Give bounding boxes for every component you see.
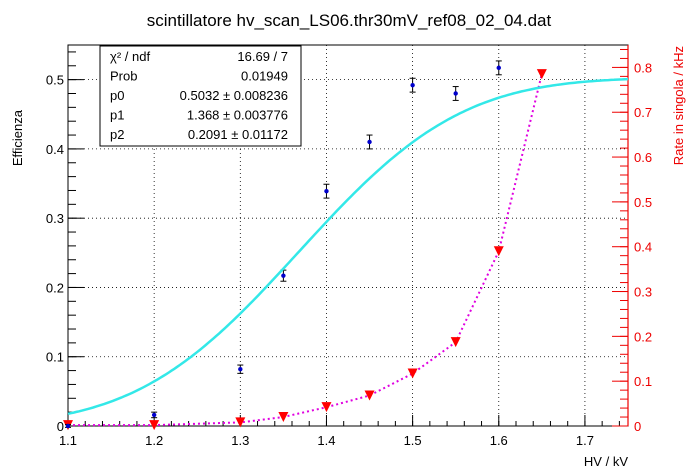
rate-point [450,337,461,348]
rate-point [149,420,160,431]
y2-tick-label: 0.2 [634,329,652,344]
series-rate [63,69,547,431]
y-axis-label: Efficienza [10,109,25,166]
y2-tick-label: 0.8 [634,60,652,75]
efficiency-point [281,273,286,278]
x-tick-label: 1.7 [576,433,594,448]
x-tick-label: 1.2 [145,433,163,448]
efficiency-point [238,366,243,372]
y-tick-label: 0.3 [46,211,64,226]
stats-box: χ² / ndf 16.69 / 7 Prob 0.01949 p0 0.5032 ± 0… [99,45,302,147]
chart-title: scintillatore hv_scan_LS06.thr30mV_ref08… [147,11,552,30]
stats-value: 0.5032 ± 0.008236 [180,88,288,103]
y-tick-label: 0.2 [46,280,64,295]
y2-tick-label: 0.4 [634,240,652,255]
y-tick-label: 0.1 [46,350,64,365]
rate-point [235,417,246,428]
x-axis-label: HV / kV [584,454,628,469]
rate-point [278,412,289,423]
stats-value: 16.69 / 7 [237,49,288,64]
stats-label: χ² / ndf [110,49,150,64]
series-efficiency [65,60,502,429]
y2-tick-label: 0.1 [634,374,652,389]
stats-value: 1.368 ± 0.003776 [187,108,288,123]
y-axis: 0 0.1 0.2 0.3 0.4 0.5 [46,51,84,434]
rate-point [321,402,332,413]
y2-tick-label: 0.6 [634,150,652,165]
grid [68,45,628,426]
x-tick-label: 1.3 [231,433,249,448]
stats-box-frame [99,45,302,147]
y2-tick-label: 0.7 [634,105,652,120]
stats-label: p2 [110,127,124,142]
efficiency-point [324,188,329,194]
rate-point [364,390,375,401]
efficiency-point [65,423,71,429]
x-tick-label: 1.1 [59,433,77,448]
stats-value: 0.2091 ± 0.01172 [188,127,288,142]
stats-label: Prob [110,69,137,84]
efficiency-point [410,82,415,88]
x-tick-label: 1.4 [317,433,335,448]
fit-curve [67,77,629,416]
rate-point [493,246,504,257]
y-tick-label: 0 [57,419,64,434]
rate-point [407,368,418,379]
y2-axis-label: Rate in singola / kHz [671,46,686,165]
x-axis: 1.1 1.2 1.3 1.4 1.5 1.6 1.7 [59,415,620,448]
rate-point [536,69,547,80]
y2-tick-label: 0.5 [634,195,652,210]
x-tick-label: 1.6 [490,433,508,448]
stats-value: 0.01949 [241,69,288,84]
stats-label: p0 [110,88,124,103]
efficiency-point [496,65,501,71]
y-tick-label: 0.4 [46,142,64,157]
fit-line [67,77,629,416]
y2-axis: 0 0.1 0.2 0.3 0.4 0.5 0.6 0.7 0.8 [612,45,652,434]
efficiency-point [453,91,458,96]
x-tick-label: 1.5 [404,433,422,448]
y-tick-label: 0.5 [46,73,64,88]
efficiency-point [151,412,157,418]
rate-line [68,73,543,427]
stats-label: p1 [110,108,124,123]
y2-tick-label: 0 [634,419,641,434]
y2-tick-label: 0.3 [634,285,652,300]
efficiency-point [367,139,372,145]
